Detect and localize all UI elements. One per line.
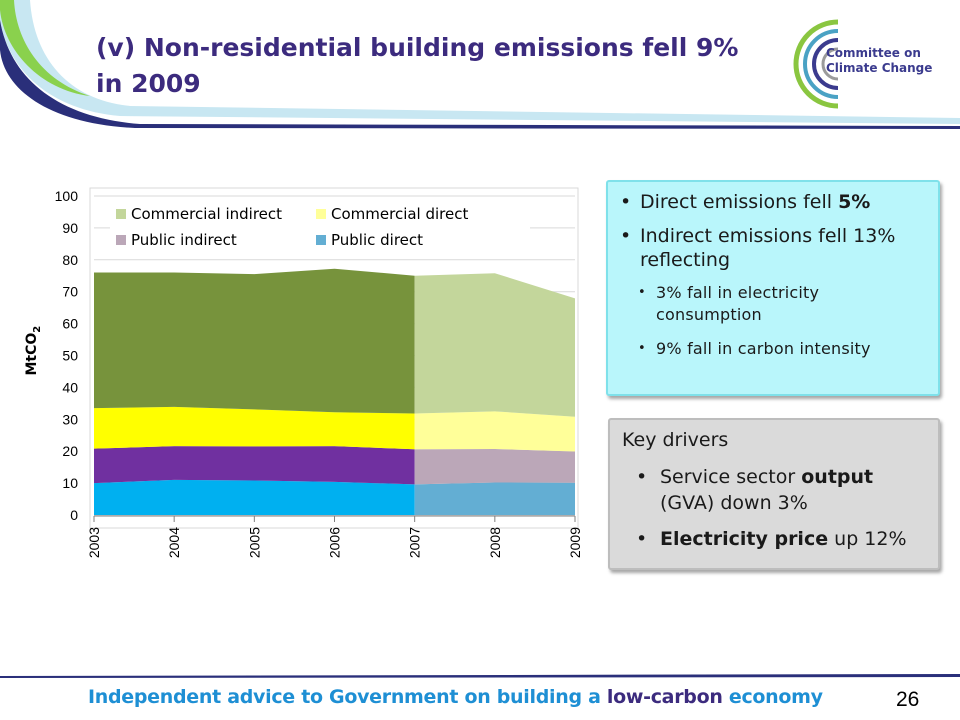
y-tick-label: 10 <box>62 475 78 491</box>
chart-legend: Commercial indirect Commercial direct Publ… <box>110 200 530 252</box>
y-tick-label: 30 <box>62 411 78 427</box>
legend-label: Public indirect <box>131 231 237 249</box>
bullet-icon: • <box>636 466 648 488</box>
bullet-icon: • <box>638 285 646 300</box>
area-commercial-direct-later <box>414 411 575 452</box>
legend-label: Commercial direct <box>331 205 468 223</box>
y-tick-label: 0 <box>70 507 78 523</box>
x-tick-label: 2006 <box>327 527 343 558</box>
x-tick-label: 2003 <box>86 527 102 558</box>
y-tick-label: 70 <box>62 284 78 300</box>
sub-bullet-electricity: • 3% fall in electricity consumption <box>620 282 928 326</box>
bullet-indirect: • Indirect emissions fell 13% reflecting <box>620 224 928 272</box>
area-public-direct-later <box>414 482 575 515</box>
y-axis-label: MtCO2 <box>24 326 43 376</box>
logo-line1: Committee on <box>826 46 921 60</box>
y-tick-label: 60 <box>62 316 78 332</box>
bullet-direct-bold: 5% <box>838 191 871 213</box>
y-tick-label: 100 <box>55 188 79 204</box>
driver-output: • Service sector output (GVA) down 3% <box>622 464 928 516</box>
footer-tagline: Independent advice to Government on buil… <box>88 686 823 708</box>
area-public-indirect <box>94 446 415 485</box>
legend-swatch <box>116 235 126 245</box>
driver-output-bold: output <box>801 466 874 488</box>
area-public-indirect-later <box>414 448 575 485</box>
area-commercial-direct <box>94 406 415 450</box>
legend-label: Public direct <box>331 231 423 249</box>
area-public-direct <box>94 479 415 515</box>
footer-part3: economy <box>722 686 823 708</box>
legend-swatch <box>316 209 326 219</box>
bullet-icon: • <box>620 191 632 213</box>
legend-swatch <box>116 209 126 219</box>
light-swoosh <box>0 0 960 124</box>
key-drivers-box: Key drivers • Service sector output (GVA)… <box>608 418 940 570</box>
header-decoration <box>0 0 960 129</box>
green-swoosh <box>0 0 90 96</box>
y-tick-label: 80 <box>62 252 78 268</box>
emissions-summary-box: • Direct emissions fell 5% • Indirect emis… <box>606 180 940 396</box>
x-tick-label: 2007 <box>407 527 423 558</box>
footer-part1: Independent advice to Government on buil… <box>88 686 607 708</box>
y-tick-label: 20 <box>62 443 78 459</box>
bullet-indirect-text: Indirect emissions fell 13% reflecting <box>640 225 896 271</box>
sub-bullet-carbon: • 9% fall in carbon intensity <box>620 338 928 360</box>
driver-output-post: (GVA) down 3% <box>660 492 808 514</box>
x-tick-label: 2005 <box>246 527 262 558</box>
sub-bullet-electricity-text: 3% fall in electricity consumption <box>656 283 820 324</box>
emissions-chart: 0 10 20 30 40 50 60 70 80 90 100 2003 2004 2005 2006 20… <box>24 187 583 558</box>
legend-label: Commercial indirect <box>131 205 282 223</box>
bullet-direct-text: Direct emissions fell <box>640 191 839 213</box>
driver-output-pre: Service sector <box>660 466 802 488</box>
x-tick-label: 2004 <box>166 527 182 558</box>
driver-price: • Electricity price up 12% <box>622 526 928 552</box>
footer-line <box>0 674 960 678</box>
driver-price-bold: Electricity price <box>660 528 829 550</box>
committee-logo: Committee on Climate Change <box>790 14 940 114</box>
logo-rings-icon <box>793 19 839 109</box>
footer-part2: low-carbon <box>606 686 723 708</box>
slide-title: (v) Non-residential building emissions f… <box>96 33 739 98</box>
key-drivers-heading: Key drivers <box>622 429 729 451</box>
driver-price-post: up 12% <box>828 528 907 550</box>
bullet-icon: • <box>620 225 632 247</box>
navy-swoosh <box>0 20 960 129</box>
bullet-direct: • Direct emissions fell 5% <box>620 190 928 214</box>
y-tick-label: 90 <box>62 220 78 236</box>
legend-swatch <box>316 235 326 245</box>
area-series <box>94 268 575 515</box>
x-tick-label: 2008 <box>487 527 503 558</box>
x-tick-label: 2009 <box>567 527 583 558</box>
axes: 0 10 20 30 40 50 60 70 80 90 100 2003 2004 2005 2006 20… <box>55 188 583 558</box>
area-commercial-indirect-later <box>414 273 575 417</box>
bullet-icon: • <box>636 528 648 550</box>
page-number: 26 <box>896 688 920 711</box>
area-commercial-indirect <box>94 268 415 414</box>
bullet-icon: • <box>638 341 646 356</box>
y-tick-label: 40 <box>62 379 78 395</box>
y-tick-label: 50 <box>62 348 78 364</box>
sub-bullet-carbon-text: 9% fall in carbon intensity <box>656 339 871 358</box>
logo-line2: Climate Change <box>826 61 933 75</box>
